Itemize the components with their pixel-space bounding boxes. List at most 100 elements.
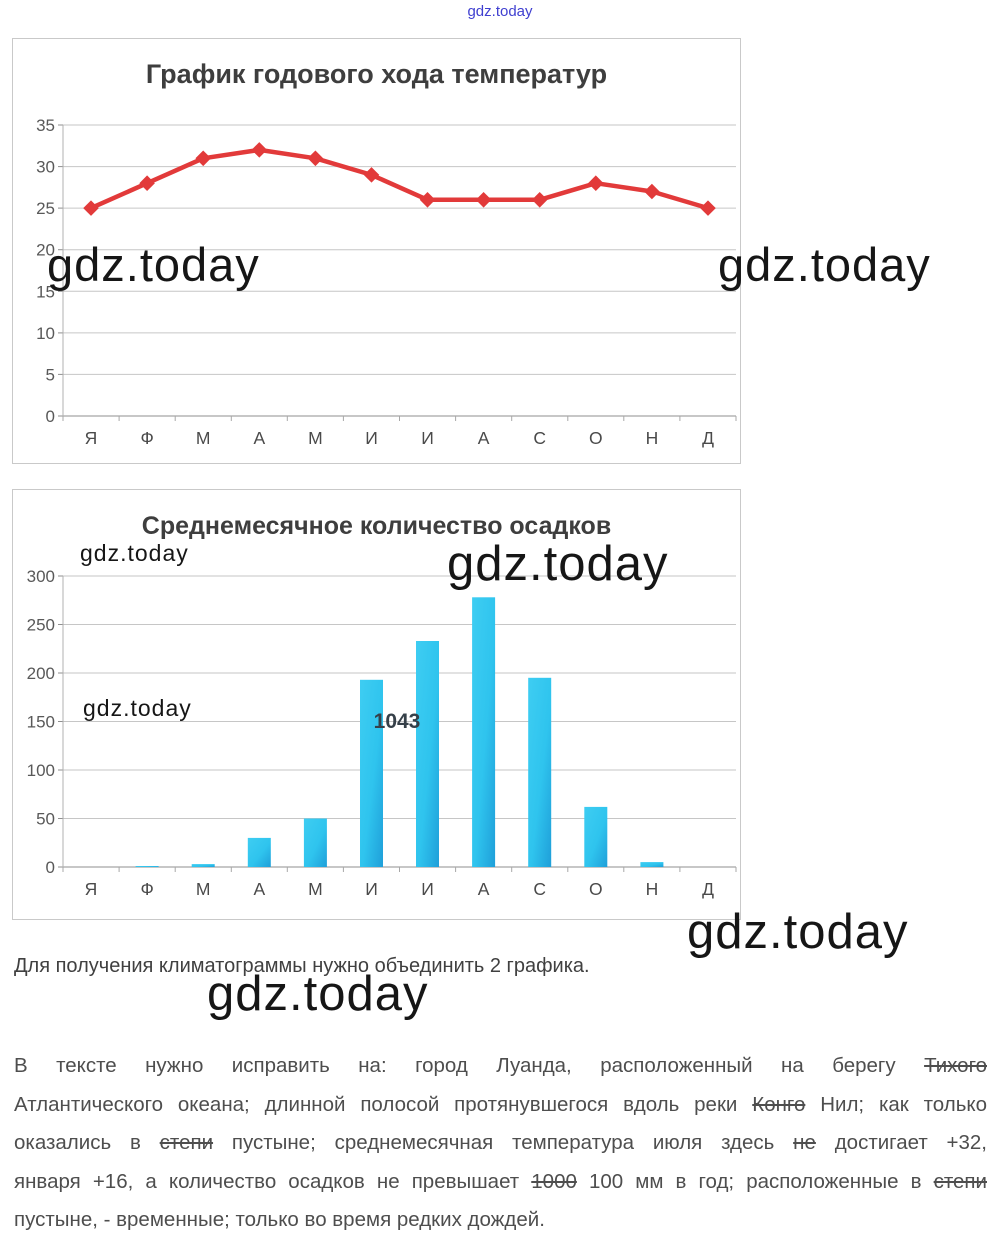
y-tick-label: 0 <box>46 407 55 426</box>
y-tick-label: 15 <box>36 282 55 301</box>
x-tick-label: С <box>533 428 546 448</box>
bar <box>303 818 327 867</box>
text-segment: Нил; как только <box>805 1092 987 1116</box>
y-tick-label: 10 <box>36 324 55 343</box>
x-tick-label: Ф <box>140 428 153 448</box>
data-point <box>475 192 492 208</box>
strikethrough-text: Тихого <box>924 1054 987 1077</box>
x-tick-label: М <box>308 879 323 899</box>
paragraph-line: января +16, а количество осадков не прев… <box>14 1163 987 1202</box>
data-point <box>700 200 716 216</box>
climatogram-caption: Для получения климатограммы нужно объеди… <box>14 955 590 977</box>
bar <box>416 641 439 867</box>
bar <box>191 864 215 867</box>
strikethrough-text: 1000 <box>531 1169 577 1193</box>
y-tick-label: 20 <box>36 241 55 260</box>
text-segment: 100 мм в год; расположенные в <box>576 1169 934 1193</box>
text-segment: января +16, а количество осадков не прев… <box>14 1169 532 1193</box>
text-segment: пустыне, - временные; только во время ре… <box>14 1208 545 1231</box>
bar <box>584 806 608 867</box>
text-segment: В тексте нужно исправить на: город Луанд… <box>14 1054 925 1077</box>
precipitation-chart-panel: Среднемесячное количество осадков 0 50 100… <box>12 489 741 920</box>
watermark-bottom-right: gdz.today <box>687 905 909 959</box>
data-point <box>644 183 660 200</box>
y-tick-label: 50 <box>36 810 55 829</box>
y-tick-label: 0 <box>46 858 55 877</box>
x-tick-label: А <box>253 428 265 448</box>
strikethrough-text: степи <box>159 1131 214 1154</box>
watermark-chart2-large: gdz.today <box>447 537 669 591</box>
y-tick-label: 25 <box>36 199 55 218</box>
x-tick-label: Н <box>646 879 659 899</box>
data-point <box>139 175 155 191</box>
x-tick-label: Д <box>702 879 714 899</box>
watermark-caption: gdz.today <box>207 967 429 1021</box>
data-point <box>83 200 99 216</box>
temperature-chart-title: График годового хода температур <box>145 59 608 89</box>
x-tick-label: М <box>196 428 211 448</box>
watermark-top: gdz.today <box>467 3 533 20</box>
x-tick-label: Я <box>85 428 98 448</box>
corrections-paragraph: В тексте нужно исправить на: город Луанд… <box>14 1047 987 1240</box>
watermark-chart2-top-left: gdz.today <box>80 540 189 566</box>
data-point <box>588 175 604 191</box>
precipitation-bar-chart: 0 50 100 150 200 250 300 Я Ф М А М И И А С О Н Д <box>27 567 737 899</box>
x-tick-label: А <box>478 428 490 448</box>
text-segment: оказались в <box>14 1131 160 1154</box>
data-point <box>251 142 268 158</box>
watermark-chart2-mid-left: gdz.today <box>83 695 192 721</box>
x-tick-label: И <box>421 428 434 448</box>
temperature-line-chart: 0 5 10 15 20 25 30 35 Я Ф М А М И И А С О Н Д <box>36 116 737 448</box>
x-tick-label: О <box>589 428 603 448</box>
x-tick-label: Д <box>702 428 714 448</box>
x-tick-label: М <box>308 428 323 448</box>
y-tick-label: 300 <box>27 567 55 586</box>
data-point <box>195 150 211 167</box>
x-tick-label: С <box>533 879 546 899</box>
watermark-chart1-right: gdz.today <box>718 238 931 291</box>
y-tick-label: 100 <box>27 761 55 780</box>
x-tick-label: Ф <box>140 879 153 899</box>
paragraph-line: Атлантического океана; длинной полосой п… <box>14 1086 987 1125</box>
temperature-line <box>88 147 711 211</box>
y-tick-label: 150 <box>27 713 55 732</box>
text-segment: достигает +32, <box>815 1131 987 1154</box>
strikethrough-text: Конго <box>752 1092 806 1116</box>
data-point <box>419 192 436 208</box>
x-tick-label: Я <box>85 879 98 899</box>
text-segment: Атлантического океана; длинной полосой п… <box>14 1092 753 1116</box>
y-tick-label: 30 <box>36 158 55 177</box>
y-tick-label: 200 <box>27 664 55 683</box>
x-tick-label: Н <box>646 428 659 448</box>
bar <box>472 597 496 867</box>
strikethrough-text: степи <box>933 1169 987 1193</box>
x-tick-label: М <box>196 879 211 899</box>
total-precipitation-label: 1043 <box>373 710 421 733</box>
bar <box>528 677 552 867</box>
y-tick-label: 5 <box>46 365 55 384</box>
data-point <box>531 192 548 208</box>
x-tick-label: И <box>365 879 378 899</box>
paragraph-line: В тексте нужно исправить на: город Луанд… <box>14 1047 987 1086</box>
precipitation-chart-title: Среднемесячное количество осадков <box>141 512 612 540</box>
y-tick-label: 35 <box>36 116 55 135</box>
strikethrough-text: не <box>793 1131 816 1154</box>
paragraph-line: пустыне, - временные; только во время ре… <box>14 1201 987 1240</box>
x-tick-label: И <box>421 879 434 899</box>
temperature-chart-panel: График годового хода температур 0 5 10 15 20… <box>12 38 741 464</box>
x-tick-label: И <box>365 428 378 448</box>
x-tick-label: А <box>478 879 490 899</box>
x-tick-label: О <box>589 879 603 899</box>
text-segment: пустыне; среднемесячная температура июля… <box>213 1131 794 1154</box>
bar <box>135 866 159 867</box>
bar <box>360 679 383 867</box>
bar <box>640 862 664 867</box>
paragraph-line: оказались в степи пустыне; среднемесячна… <box>14 1124 987 1163</box>
y-tick-label: 250 <box>27 616 55 635</box>
x-tick-label: А <box>253 879 265 899</box>
data-point <box>363 167 380 183</box>
data-point <box>307 150 324 167</box>
bar <box>247 837 271 867</box>
watermark-chart1-left: gdz.today <box>47 238 260 291</box>
